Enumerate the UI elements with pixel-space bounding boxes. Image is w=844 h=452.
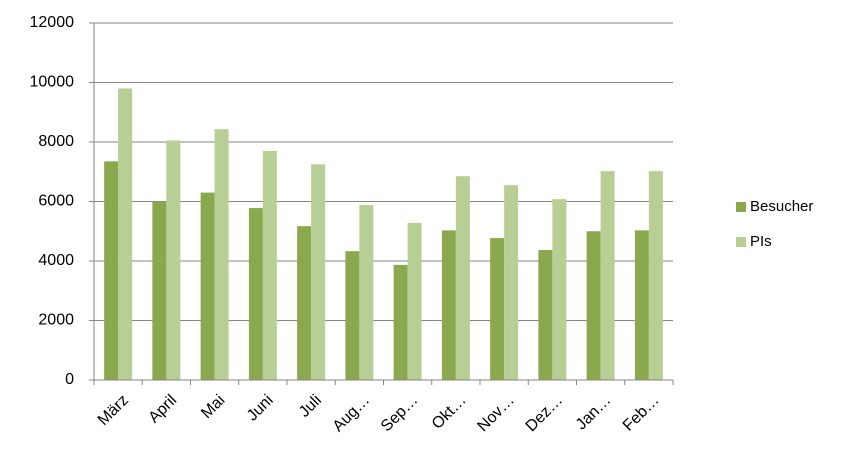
bar — [345, 251, 360, 380]
x-tick-label: Aug… — [330, 392, 373, 435]
legend-label: PIs — [750, 233, 772, 250]
y-tick-label: 0 — [65, 371, 74, 388]
x-tick-label: März — [95, 392, 132, 429]
bar — [214, 129, 229, 380]
x-tick-label: Mai — [198, 392, 228, 422]
bar — [311, 164, 326, 380]
bar — [407, 222, 422, 380]
bar — [600, 171, 615, 380]
y-tick-label: 8000 — [38, 133, 74, 150]
bar — [490, 238, 505, 380]
bar — [504, 185, 519, 380]
x-tick-label: Juli — [296, 392, 325, 421]
bar — [648, 171, 663, 380]
x-tick-label: Juni — [244, 392, 277, 425]
bar — [359, 205, 374, 380]
legend-swatch — [736, 202, 746, 212]
bar — [297, 226, 312, 380]
bar — [262, 150, 277, 380]
bar — [455, 176, 470, 380]
bar — [152, 201, 167, 380]
x-tick-label: Okt… — [429, 392, 470, 433]
x-tick-label: Feb… — [620, 392, 663, 435]
bar — [118, 88, 133, 380]
bar — [248, 208, 263, 380]
bar — [552, 199, 567, 380]
bar — [441, 230, 456, 380]
bar — [166, 140, 181, 380]
bar — [586, 231, 601, 380]
legend-label: Besucher — [750, 198, 813, 215]
y-tick-label: 12000 — [30, 14, 75, 31]
x-tick-label: April — [146, 392, 181, 427]
y-tick-label: 10000 — [30, 74, 75, 91]
y-tick-label: 2000 — [38, 312, 74, 329]
bar — [104, 161, 119, 380]
bar — [634, 230, 649, 380]
bar — [200, 192, 215, 380]
x-tick-label: Dez… — [523, 392, 566, 435]
x-tick-label: Nov… — [474, 392, 517, 435]
legend-swatch — [736, 237, 746, 247]
bar — [393, 264, 408, 380]
y-tick-label: 6000 — [38, 193, 74, 210]
x-tick-label: Sep… — [378, 392, 421, 435]
y-tick-label: 4000 — [38, 252, 74, 269]
bar — [538, 249, 553, 380]
x-tick-label: Jan… — [573, 392, 615, 434]
